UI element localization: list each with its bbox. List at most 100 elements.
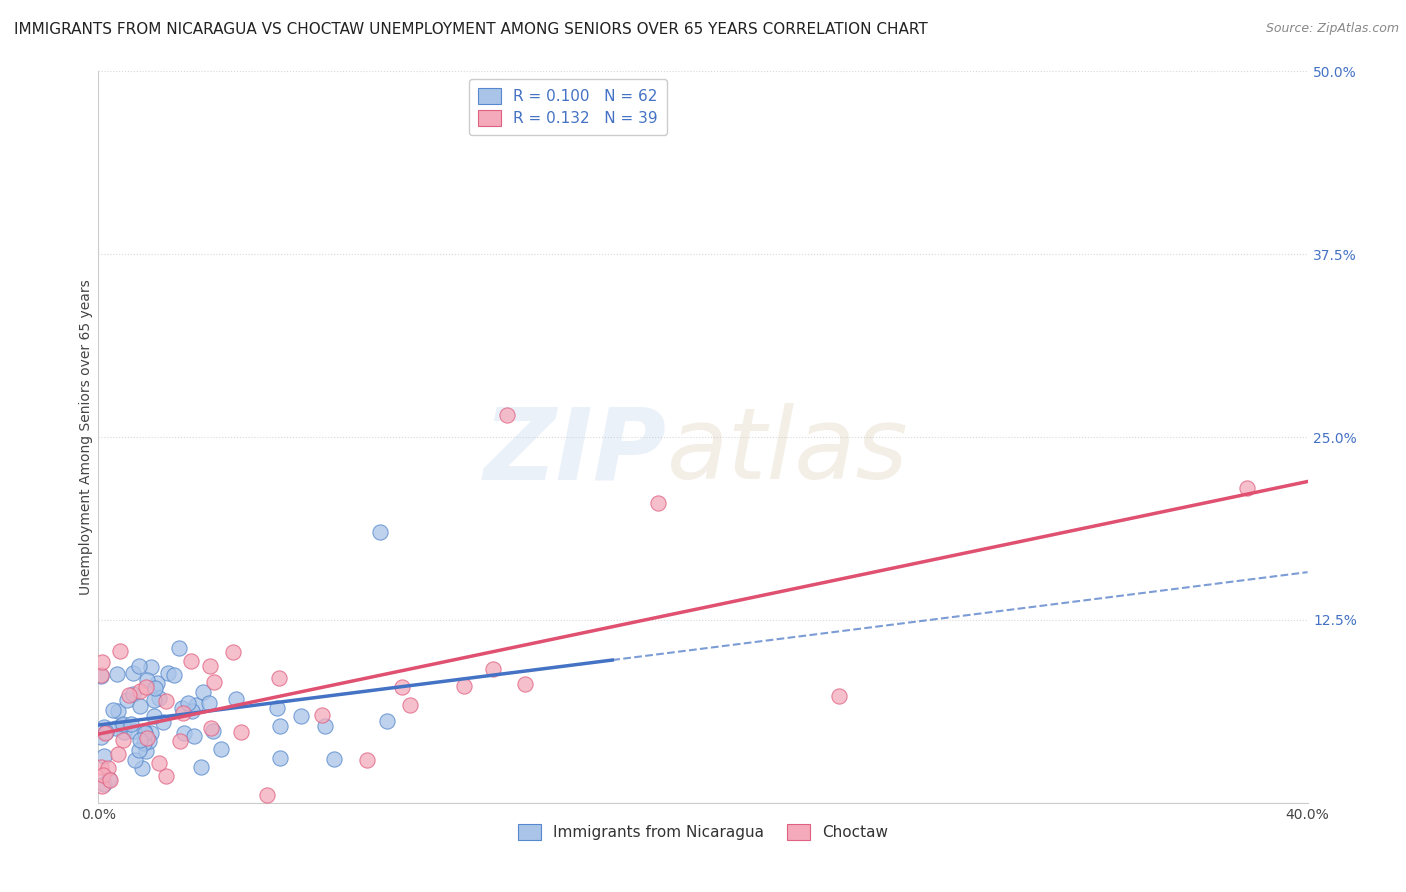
Point [146,676,169,690]
Point [356,752,378,766]
Point [198,696,221,710]
Point [177,696,200,710]
Point [107,705,129,719]
Point [828,689,851,703]
Point [193,685,215,699]
Point [211,742,233,756]
Point [90,669,112,683]
Text: atlas: atlas [666,403,908,500]
Point [311,707,333,722]
Point [269,719,291,733]
Point [128,699,150,714]
Point [256,789,278,803]
Point [269,750,291,764]
Point [169,734,191,748]
Point [482,662,505,676]
Point [143,693,166,707]
Point [391,680,413,694]
Point [156,665,179,680]
Point [122,724,145,739]
Point [170,700,193,714]
Point [152,714,174,729]
Point [155,694,177,708]
Point [266,700,288,714]
Point [118,689,141,703]
Point [172,706,194,721]
Point [90,760,112,774]
Point [453,679,475,693]
Y-axis label: Unemployment Among Seniors over 65 years: Unemployment Among Seniors over 65 years [79,279,93,595]
Point [169,641,191,656]
Point [98,773,121,788]
Point [104,722,127,736]
Point [124,753,146,767]
Point [90,730,112,744]
Point [138,733,160,747]
Point [173,726,195,740]
Point [1236,481,1258,495]
Point [112,724,135,739]
Point [93,719,115,733]
Point [129,683,152,698]
Point [91,655,114,669]
Point [148,690,170,705]
Point [121,665,143,680]
Legend: Immigrants from Nicaragua, Choctaw: Immigrants from Nicaragua, Choctaw [512,818,894,847]
Point [93,776,115,790]
Point [115,693,138,707]
Point [180,654,202,668]
Point [111,717,134,731]
Point [399,698,422,713]
Point [129,733,152,747]
Point [136,731,159,745]
Point [139,660,162,674]
Point [368,525,391,540]
Point [143,709,166,723]
Point [222,645,245,659]
Point [148,756,170,771]
Text: Source: ZipAtlas.com: Source: ZipAtlas.com [1265,22,1399,36]
Point [515,677,537,691]
Point [134,725,156,739]
Point [200,722,222,736]
Point [290,709,312,723]
Point [183,729,205,743]
Point [647,496,669,510]
Point [91,779,114,793]
Point [132,736,155,750]
Point [128,742,150,756]
Point [111,718,134,732]
Point [103,702,125,716]
Point [184,698,207,712]
Point [375,714,398,729]
Point [128,659,150,673]
Point [122,687,145,701]
Text: ZIP: ZIP [484,403,666,500]
Point [107,747,129,761]
Point [139,726,162,740]
Point [267,671,290,685]
Point [105,666,128,681]
Point [202,674,225,689]
Point [136,673,159,687]
Point [201,723,224,738]
Point [190,760,212,774]
Point [314,719,336,733]
Point [155,769,177,783]
Point [180,704,202,718]
Point [98,772,121,787]
Point [120,716,142,731]
Point [90,668,112,682]
Point [143,681,166,695]
Point [163,668,186,682]
Point [94,724,117,739]
Point [132,723,155,738]
Point [225,691,247,706]
Point [97,761,120,775]
Point [93,749,115,764]
Text: IMMIGRANTS FROM NICARAGUA VS CHOCTAW UNEMPLOYMENT AMONG SENIORS OVER 65 YEARS CO: IMMIGRANTS FROM NICARAGUA VS CHOCTAW UNE… [14,22,928,37]
Point [135,744,157,758]
Point [229,725,252,739]
Point [111,733,134,747]
Point [198,659,221,673]
